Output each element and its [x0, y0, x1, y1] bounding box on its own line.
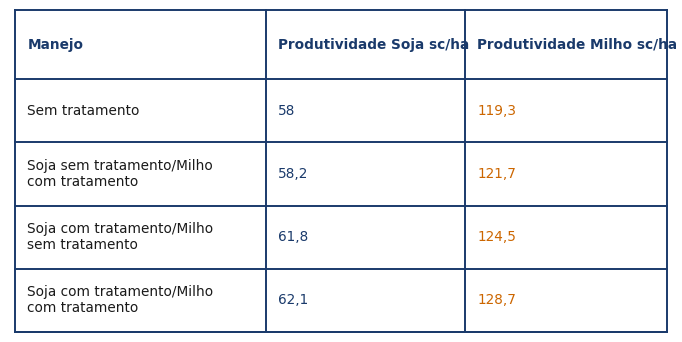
Text: 58,2: 58,2: [278, 167, 309, 181]
Text: 124,5: 124,5: [477, 230, 516, 244]
Text: Produtividade Milho sc/ha: Produtividade Milho sc/ha: [477, 38, 677, 52]
Text: 128,7: 128,7: [477, 293, 516, 307]
Text: 121,7: 121,7: [477, 167, 516, 181]
Text: Soja com tratamento/Milho
sem tratamento: Soja com tratamento/Milho sem tratamento: [27, 222, 213, 252]
Text: 61,8: 61,8: [278, 230, 308, 244]
Text: Soja com tratamento/Milho
com tratamento: Soja com tratamento/Milho com tratamento: [27, 285, 213, 315]
Text: 62,1: 62,1: [278, 293, 308, 307]
Text: Produtividade Soja sc/ha: Produtividade Soja sc/ha: [278, 38, 469, 52]
Text: Soja sem tratamento/Milho
com tratamento: Soja sem tratamento/Milho com tratamento: [27, 159, 213, 189]
Text: Sem tratamento: Sem tratamento: [27, 104, 140, 118]
Text: 58: 58: [278, 104, 296, 118]
Text: Manejo: Manejo: [27, 38, 83, 52]
Text: 119,3: 119,3: [477, 104, 516, 118]
